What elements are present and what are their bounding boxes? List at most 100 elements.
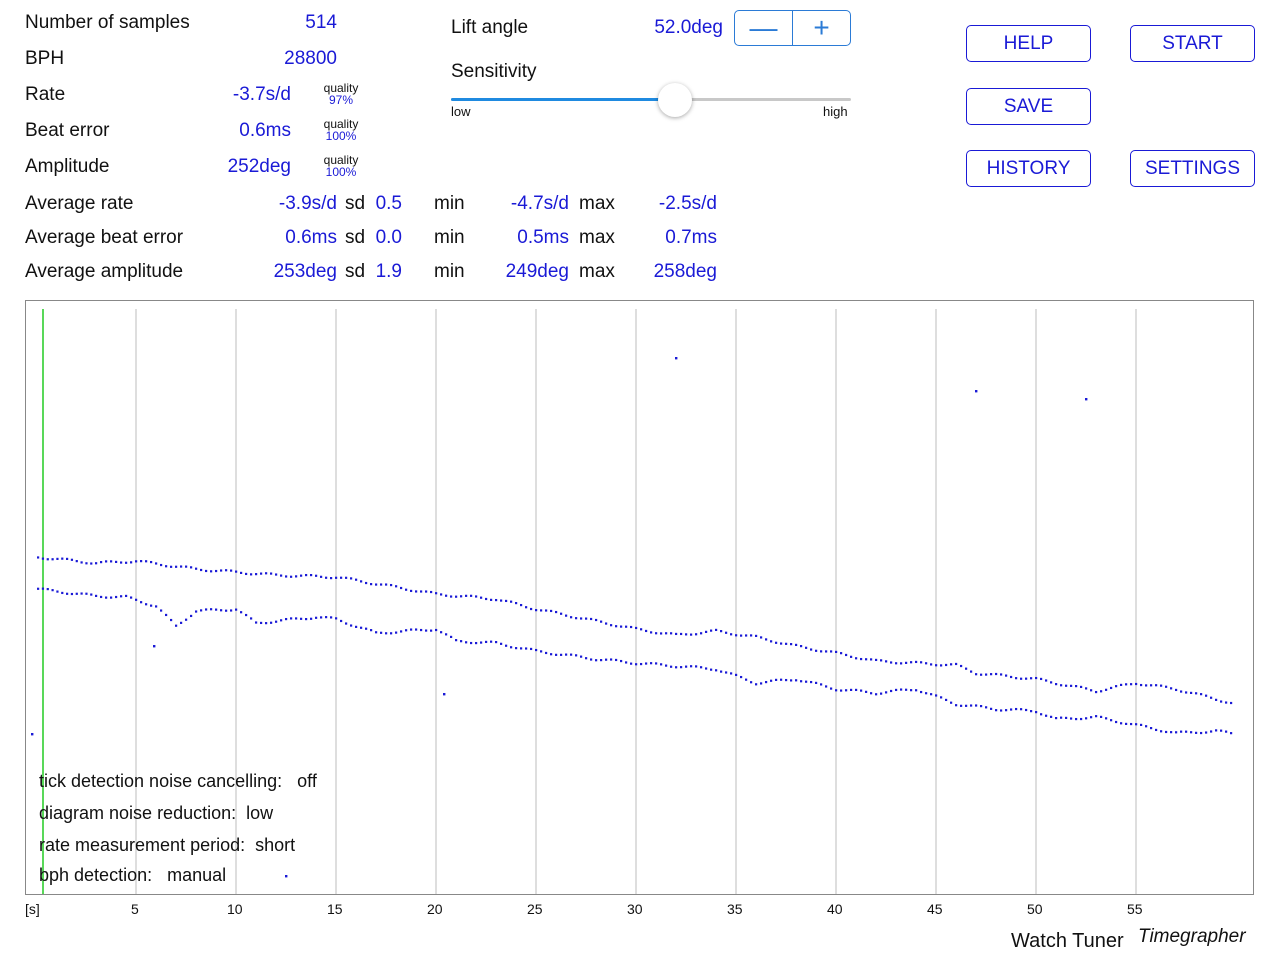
trace-point [465,594,468,597]
trace-point [280,619,283,622]
trace-point [155,562,158,565]
trace-point [1155,684,1158,687]
trace-point [225,569,228,572]
history-button[interactable]: HISTORY [966,150,1091,187]
trace-point [740,675,743,679]
trace-point [910,689,913,692]
trace-point [1165,685,1168,688]
trace-point [1100,715,1103,719]
trace-point [1075,685,1078,688]
trace-point [645,629,648,633]
trace-point [960,704,963,707]
trace-point [335,617,338,620]
info-label: diagram noise reduction: [39,803,237,823]
trace-point [200,568,203,572]
slider-fill [451,98,675,101]
trace-point [1160,684,1163,687]
slider-thumb[interactable] [658,83,692,117]
trace-point [525,606,528,609]
average-label: Average beat error [25,227,184,248]
trace-point [695,633,698,636]
trace-point [1005,674,1008,677]
trace-point [660,632,663,635]
trace-point [285,575,288,578]
trace-point [785,678,788,682]
trace-point [255,621,258,624]
trace-point [1150,726,1153,730]
trace-point [1195,731,1198,734]
trace-point [770,679,773,682]
x-tick-label: 25 [527,901,543,917]
outlier-point [1085,398,1088,401]
trace-point [510,600,513,603]
min-label: min [434,193,465,214]
trace-point [935,694,938,697]
trace-point [155,605,158,608]
trace-point [570,653,573,656]
trace-point [925,692,928,695]
trace-point [320,575,323,578]
trace-point [860,689,863,692]
info-value: manual [167,865,227,885]
trace-point [495,640,498,644]
trace-point [1120,683,1123,687]
trace-point [520,647,523,650]
settings-button[interactable]: SETTINGS [1130,150,1255,187]
trace-point [305,617,308,621]
slider-high-label: high [823,104,848,119]
trace-point [275,620,278,623]
outlier-point [285,875,288,878]
trace-point [595,659,598,662]
trace-point [350,624,353,627]
sensitivity-slider[interactable] [451,98,851,101]
trace-point [115,595,118,599]
trace-point [285,617,288,621]
lift-angle-stepper[interactable]: — + [734,10,851,46]
trace-point [870,658,873,661]
trace-point [535,609,538,612]
trace-point [505,644,508,647]
trace-point [1055,683,1058,686]
trace-point [740,634,743,637]
average-value: 253deg [273,261,337,282]
trace-point [365,627,368,630]
trace-point [1085,687,1088,690]
trace-point [980,673,983,676]
trace-point [920,661,923,664]
increment-button[interactable]: + [813,12,830,43]
trace-point [170,565,173,568]
min-value: 249deg [505,261,569,282]
trace-point [140,601,143,604]
trace-point [955,662,958,666]
chart-plot [31,309,1233,894]
trace-point [825,685,828,688]
help-button[interactable]: HELP [966,25,1091,62]
trace-point [880,692,883,695]
info-label: tick detection noise cancelling: [39,771,283,791]
trace-point [885,660,888,663]
trace-point [485,640,488,644]
trace-point [590,617,593,621]
trace-point [1080,717,1083,721]
sd-label: sd [345,227,366,248]
sd-value: 1.9 [375,261,402,282]
trace-point [960,664,963,668]
decrement-button[interactable]: — [735,11,793,45]
trace-point [115,560,118,564]
start-button[interactable]: START [1130,25,1255,62]
trace-point [295,575,298,578]
info-line: rate measurement period: short [39,835,295,856]
trace-point [965,667,968,670]
trace-point [120,595,123,598]
trace-point [1190,731,1193,734]
x-tick-label: 50 [1027,901,1043,917]
trace-point [490,598,493,601]
trace-point [425,629,428,632]
trace-point [940,664,943,667]
info-label: bph detection: [39,865,153,885]
trace-point [655,662,658,665]
trace-point [815,649,818,652]
x-tick-label: 10 [227,901,243,917]
save-button[interactable]: SAVE [966,88,1091,125]
trace-point [430,590,433,594]
